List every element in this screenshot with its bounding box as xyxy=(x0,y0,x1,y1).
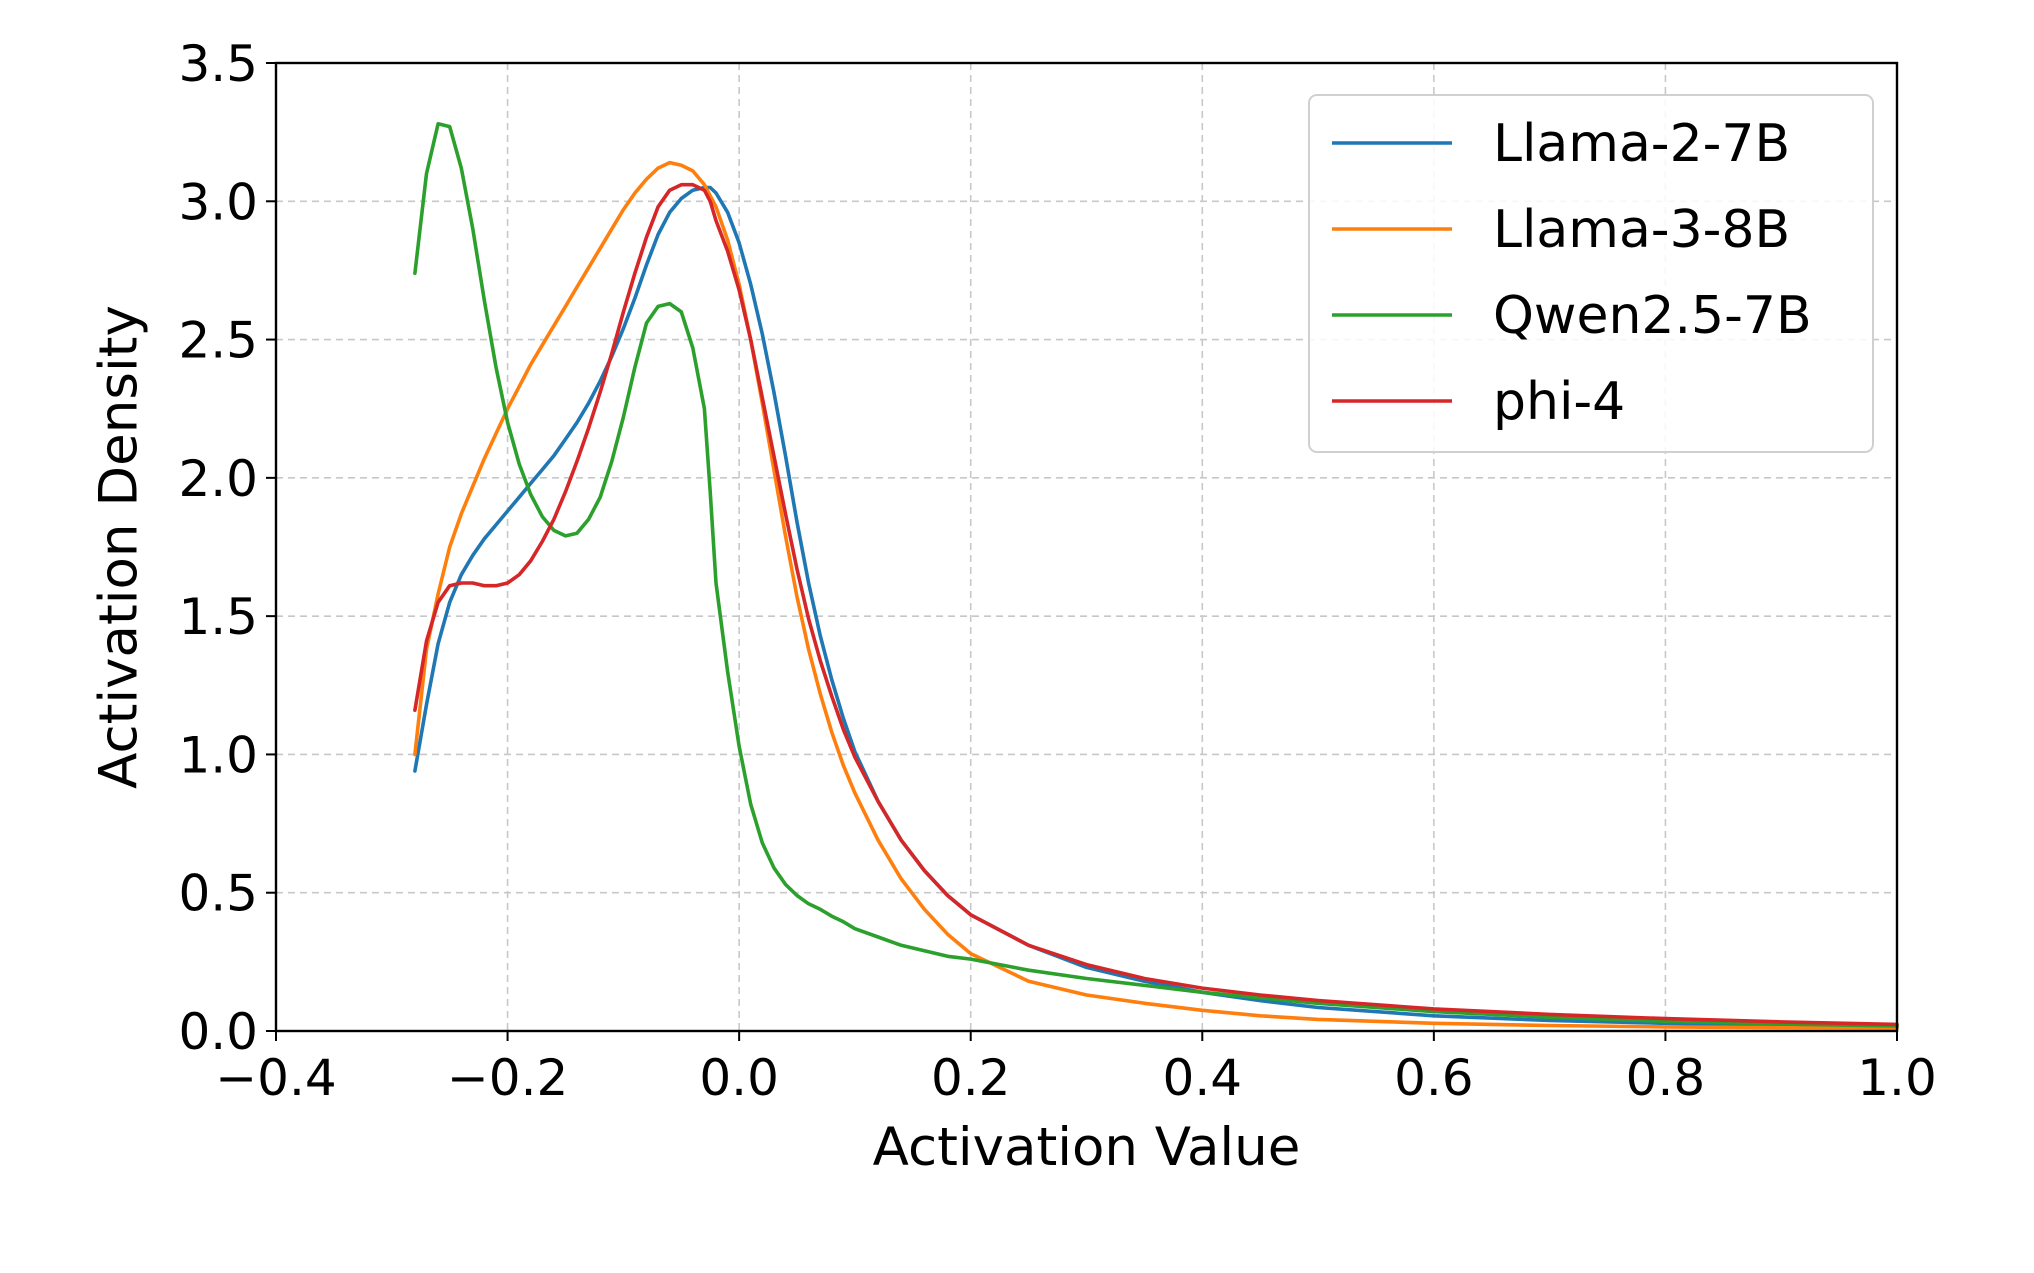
x-tick-label: 0.0 xyxy=(699,1049,779,1107)
y-tick-label: 1.5 xyxy=(178,588,258,646)
legend-label: Llama-2-7B xyxy=(1493,114,1790,174)
legend: Llama-2-7B Llama-3-8B Qwen2.5-7B phi-4 xyxy=(1308,94,1874,453)
x-tick-label: 0.8 xyxy=(1626,1049,1706,1107)
series-line-llama-3-8b xyxy=(413,160,1899,1030)
legend-label: Llama-3-8B xyxy=(1493,200,1790,260)
x-tick-label: 0.2 xyxy=(931,1049,1011,1107)
legend-box xyxy=(1308,94,1874,453)
x-tick-label: 0.6 xyxy=(1394,1049,1474,1107)
series-line-llama-2-7b xyxy=(413,185,1899,1029)
series-line-qwen2-5-7b xyxy=(413,122,1899,1028)
x-axis-title: Activation Value xyxy=(873,1117,1301,1178)
x-tick-label: 1.0 xyxy=(1857,1049,1937,1107)
series-lines xyxy=(413,122,1899,1030)
x-tick-label: −0.4 xyxy=(215,1049,336,1107)
y-tick-label: 0.0 xyxy=(178,1003,258,1061)
y-tick-label: 2.0 xyxy=(178,450,258,508)
series-line-phi-4 xyxy=(413,182,1899,1027)
y-tick-label: 2.5 xyxy=(178,312,258,370)
x-tick-label: 0.4 xyxy=(1163,1049,1243,1107)
x-tick-label: −0.2 xyxy=(447,1049,568,1107)
y-tick-label: 0.5 xyxy=(178,865,258,923)
y-tick-label: 1.0 xyxy=(178,726,258,784)
y-tick-label: 3.0 xyxy=(178,173,258,231)
legend-label: Qwen2.5-7B xyxy=(1493,286,1812,346)
legend-label: phi-4 xyxy=(1493,372,1625,432)
y-tick-label: 3.5 xyxy=(178,35,258,93)
y-axis-title: Activation Density xyxy=(89,305,150,789)
plot-frame xyxy=(274,61,1899,1033)
axis-ticks: −0.4 −0.2 0.0 0.2 0.4 0.6 0.8 1.0 0.0 0.5 1.0 1.5 2.… xyxy=(178,35,1936,1107)
